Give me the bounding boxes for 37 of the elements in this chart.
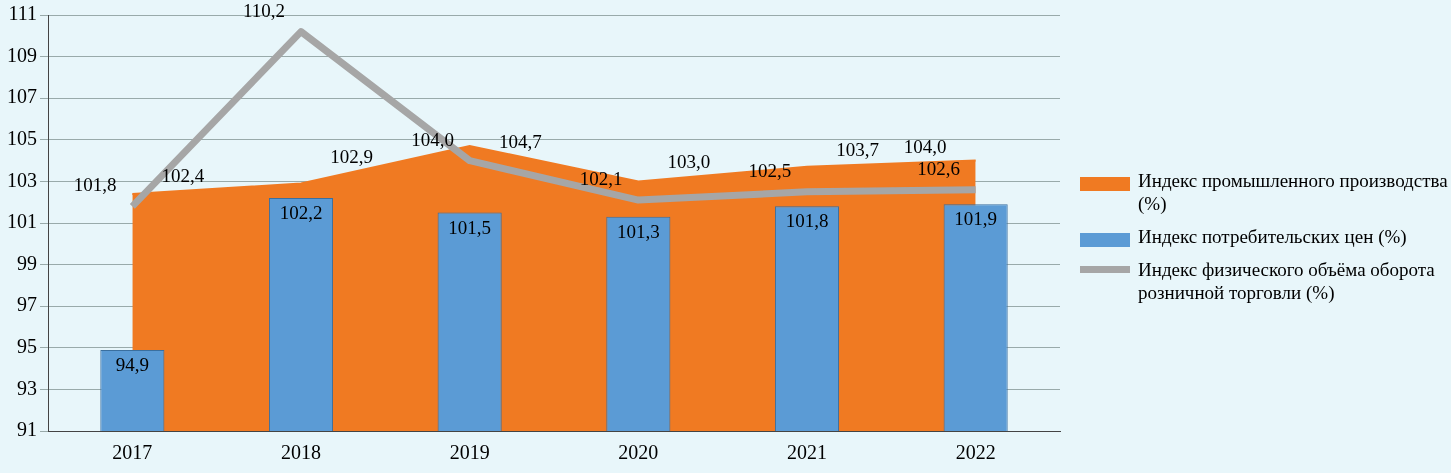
y-tick-label: 95 <box>17 335 37 358</box>
y-tick-label: 93 <box>17 376 37 399</box>
data-label: 101,8 <box>73 174 117 196</box>
data-label: 102,9 <box>330 146 373 168</box>
y-tick-label: 103 <box>7 168 37 191</box>
data-label: 104,0 <box>411 128 454 150</box>
data-label: 102,1 <box>579 168 623 190</box>
y-tick-label: 111 <box>8 2 37 25</box>
legend-label: Индекс потребительских цен (%) <box>1138 225 1407 248</box>
data-label: 101,5 <box>448 216 492 238</box>
y-tick-label: 97 <box>17 293 37 316</box>
y-tick-label: 105 <box>7 127 37 150</box>
data-label: 104,0 <box>903 136 947 158</box>
legend-label: Индекс промышленного производства (%) <box>1138 169 1449 215</box>
y-tick-label: 107 <box>7 85 37 108</box>
y-tick-label: 109 <box>7 43 37 66</box>
data-label: 101,8 <box>785 210 829 232</box>
x-tick-label: 2021 <box>787 441 827 464</box>
data-label: 103,7 <box>836 138 879 160</box>
data-label: 94,9 <box>115 353 149 375</box>
data-label: 101,9 <box>954 208 998 230</box>
data-label: 102,6 <box>917 157 960 179</box>
y-tick-label: 101 <box>7 210 37 233</box>
data-label: 104,7 <box>498 130 542 152</box>
data-label: 110,2 <box>242 0 285 21</box>
y-tick-label: 91 <box>17 418 37 441</box>
x-tick-label: 2017 <box>112 441 153 464</box>
x-tick-label: 2018 <box>281 441 321 464</box>
data-label: 101,3 <box>616 220 660 242</box>
x-tick-label: 2020 <box>618 441 659 464</box>
y-tick-label: 99 <box>17 251 37 274</box>
x-tick-label: 2022 <box>955 441 996 464</box>
legend-label: Индекс физического объёма оборота розничной торговли (%) <box>1138 258 1436 304</box>
data-label: 102,4 <box>161 164 205 186</box>
x-tick-label: 2019 <box>449 441 490 464</box>
data-label: 102,2 <box>279 202 323 224</box>
data-label: 103,0 <box>667 151 711 173</box>
